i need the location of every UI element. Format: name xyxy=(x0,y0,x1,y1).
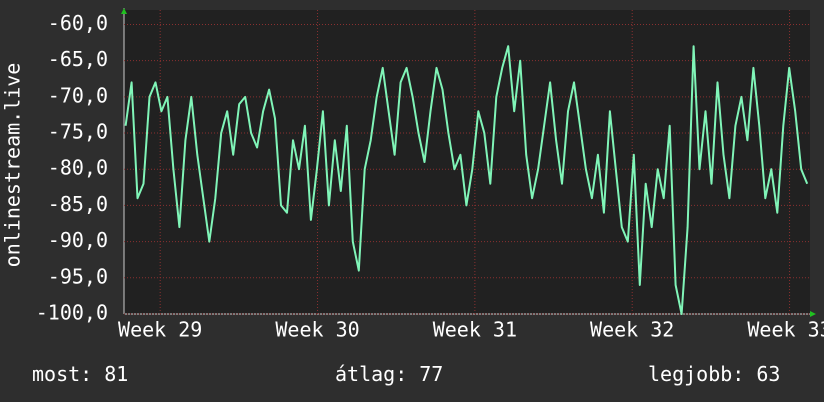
stat: most: 81 xyxy=(32,362,128,386)
y-tick-label: -100,0 xyxy=(36,301,108,325)
x-arrow xyxy=(810,311,816,317)
y-tick-label: -90,0 xyxy=(48,228,108,252)
x-tick-label: Week 33 xyxy=(747,318,824,342)
y-tick-label: -65,0 xyxy=(48,47,108,71)
stat-label: átlag: xyxy=(335,362,407,386)
stat-value: 77 xyxy=(419,362,443,386)
stat: legjobb: 63 xyxy=(648,362,780,386)
footer: most: 81 átlag: 77 legjobb: 63 xyxy=(32,362,780,386)
y-arrow xyxy=(121,8,127,14)
y-tick-label: -80,0 xyxy=(48,156,108,180)
y-axis-label: onlinestream.live xyxy=(1,63,25,268)
stat: átlag: 77 xyxy=(335,362,443,386)
x-tick-label: Week 30 xyxy=(275,318,359,342)
x-tick-label: Week 31 xyxy=(433,318,517,342)
y-tick-label: -95,0 xyxy=(48,264,108,288)
stat-label: most: xyxy=(32,362,92,386)
y-tick-label: -75,0 xyxy=(48,120,108,144)
x-tick-label: Week 32 xyxy=(590,318,674,342)
stat-value: 81 xyxy=(104,362,128,386)
plot: -60,0 -65,0 -70,0 -75,0 -80,0 -85,0 -90,0 -95,0… xyxy=(36,10,824,342)
data-line xyxy=(124,45,809,315)
plot-area xyxy=(124,10,810,314)
x-tick-label: Week 29 xyxy=(118,318,202,342)
y-tick-label: -60,0 xyxy=(48,11,108,35)
y-tick-label: -70,0 xyxy=(48,83,108,107)
stat-label: legjobb: xyxy=(648,362,744,386)
stat-value: 63 xyxy=(756,362,780,386)
y-tick-label: -85,0 xyxy=(48,192,108,216)
